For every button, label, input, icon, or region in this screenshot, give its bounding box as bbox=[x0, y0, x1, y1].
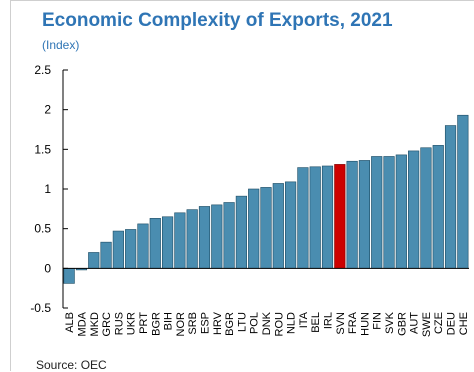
bar-rus bbox=[112, 230, 124, 269]
chart-subtitle: (Index) bbox=[42, 38, 80, 52]
x-tick-label-bgr: BGR bbox=[150, 312, 162, 336]
bar-bih bbox=[161, 216, 174, 269]
x-tick-label-aut: AUT bbox=[409, 312, 421, 334]
x-tick-label-fra: FRA bbox=[347, 311, 359, 334]
bar-bgr bbox=[223, 202, 235, 269]
x-tick-label-dnk: DNK bbox=[261, 311, 273, 335]
bar-ita bbox=[297, 167, 309, 269]
bar-svk bbox=[383, 156, 395, 269]
bar-rou bbox=[272, 183, 284, 269]
x-tick-label-nld: NLD bbox=[286, 312, 298, 334]
y-tick-label: 1.5 bbox=[34, 142, 51, 156]
axes-group bbox=[62, 69, 469, 309]
x-tick-label-swe: SWE bbox=[421, 312, 433, 337]
bar-che bbox=[457, 114, 469, 269]
x-tick-label-bel: BEL bbox=[310, 312, 322, 333]
x-tick-label-deu: DEU bbox=[446, 312, 458, 335]
x-tick-label-hrv: HRV bbox=[212, 311, 224, 335]
x-tick-label-rou: ROU bbox=[273, 312, 285, 337]
x-tick-labels: ALB MDA MKD GRC RUS UKR PRT BGR BIH NOR SRB ESP HRV B… bbox=[64, 311, 470, 337]
x-tick-label-ita: ITA bbox=[298, 311, 310, 328]
bar-alb bbox=[63, 268, 75, 284]
x-tick-label-ukr: UKR bbox=[126, 312, 138, 335]
bar-ukr bbox=[125, 229, 137, 269]
bar-srb bbox=[186, 209, 198, 269]
x-tick-label-che: CHE bbox=[458, 312, 470, 335]
x-tick-label-bih: BIH bbox=[163, 312, 175, 330]
x-tick-label-ltu: LTU bbox=[236, 312, 248, 332]
x-tick-label-rus: RUS bbox=[113, 312, 125, 335]
x-tick-label-gbr: GBR bbox=[396, 312, 408, 336]
bar-cze bbox=[432, 145, 444, 269]
bar-dnk bbox=[260, 187, 272, 269]
source-note: Source: OEC bbox=[36, 358, 107, 372]
bar-swe bbox=[420, 147, 432, 269]
y-tick-labels: 2.5 2 1.5 1 0.5 0 -0.5 bbox=[30, 63, 51, 315]
x-tick-label-cze: CZE bbox=[433, 312, 445, 334]
bar-deu bbox=[444, 125, 457, 269]
bars-group bbox=[63, 114, 469, 284]
bar-aut bbox=[408, 150, 420, 269]
x-tick-label-grc: GRC bbox=[101, 312, 113, 337]
x-tick-label-fin: FIN bbox=[372, 312, 384, 330]
bar-svn-highlighted bbox=[334, 164, 346, 269]
bar-irl bbox=[321, 165, 334, 269]
y-tick-label: 2.5 bbox=[34, 63, 51, 77]
chart-title: Economic Complexity of Exports, 2021 bbox=[42, 10, 393, 31]
bar-prt bbox=[137, 223, 149, 269]
bar-esp bbox=[198, 206, 211, 269]
x-tick-label-svn: SVN bbox=[335, 312, 347, 335]
bar-nld bbox=[285, 181, 297, 269]
y-tick-label: 0.5 bbox=[34, 222, 51, 236]
y-tick-label: -0.5 bbox=[30, 301, 51, 315]
x-tick-label-prt: PRT bbox=[138, 312, 150, 334]
x-tick-label-mda: MDA bbox=[76, 311, 88, 336]
bar-mkd bbox=[88, 252, 100, 269]
x-tick-label-irl: IRL bbox=[323, 312, 335, 329]
x-tick-label-alb: ALB bbox=[64, 312, 76, 333]
x-tick-label-hun: HUN bbox=[359, 312, 371, 336]
bar-hrv bbox=[211, 204, 223, 269]
bar-nor bbox=[174, 212, 186, 269]
bar-bel bbox=[309, 166, 321, 269]
y-tick-label: 1 bbox=[44, 182, 51, 196]
bar-fin bbox=[371, 156, 383, 269]
bar-pol bbox=[248, 188, 260, 269]
bar-gbr bbox=[395, 154, 407, 269]
y-tick-label: 2 bbox=[44, 103, 51, 117]
bar-fra bbox=[346, 160, 358, 269]
x-tick-label-esp: ESP bbox=[199, 312, 211, 334]
x-tick-label-nor: NOR bbox=[175, 312, 187, 337]
chart-frame bbox=[10, 0, 474, 371]
y-tick-label: 0 bbox=[44, 261, 51, 275]
bar-hun bbox=[358, 160, 371, 269]
x-tick-label-pol: POL bbox=[249, 312, 261, 334]
bar-ltu bbox=[235, 195, 247, 269]
x-tick-label-srb: SRB bbox=[187, 312, 199, 335]
bar-bgr bbox=[149, 218, 161, 269]
x-tick-label-bgr: BGR bbox=[224, 312, 236, 336]
bar-grc bbox=[100, 241, 112, 269]
x-tick-label-mkd: MKD bbox=[89, 312, 101, 337]
x-tick-label-svk: SVK bbox=[384, 311, 396, 334]
